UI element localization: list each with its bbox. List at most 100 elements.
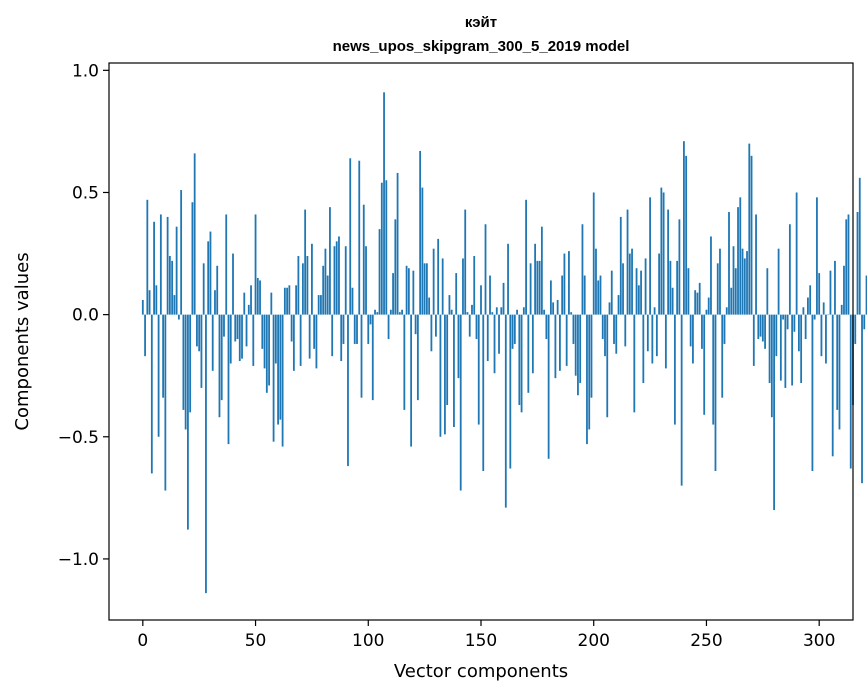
bar-233 [667, 209, 670, 315]
bar-24 [196, 314, 198, 347]
bar-304 [827, 314, 830, 316]
bar-83 [329, 207, 331, 315]
bar-25 [198, 314, 201, 352]
bar-41 [234, 314, 237, 342]
bar-176 [538, 260, 541, 315]
bar-234 [669, 260, 672, 315]
bar-261 [730, 287, 733, 315]
bar-71 [301, 263, 304, 315]
bar-140 [457, 314, 460, 379]
bar-171 [527, 314, 530, 393]
bar-38 [227, 314, 230, 445]
bar-250 [705, 309, 708, 315]
bar-50 [254, 214, 257, 315]
bar-202 [597, 280, 600, 315]
bar-299 [816, 197, 818, 315]
bar-115 [401, 309, 403, 315]
bar-146 [471, 304, 473, 315]
bar-121 [414, 314, 417, 335]
bar-60 [277, 314, 279, 425]
bar-172 [529, 263, 532, 315]
bar-52 [259, 280, 261, 315]
bar-75 [311, 243, 313, 315]
bar-305 [829, 270, 832, 315]
bar-181 [549, 280, 552, 315]
bar-187 [563, 253, 566, 315]
bar-111 [392, 273, 394, 315]
bar-167 [518, 314, 521, 406]
bar-92 [349, 158, 352, 315]
bar-42 [236, 314, 239, 340]
bar-124 [421, 187, 424, 315]
bar-97 [360, 314, 363, 398]
bar-26 [200, 314, 203, 388]
bar-269 [748, 143, 751, 315]
bar-198 [588, 314, 591, 430]
bar-145 [468, 314, 471, 337]
bar-287 [788, 224, 791, 315]
bar-35 [220, 314, 223, 401]
bar-135 [446, 314, 449, 406]
bar-213 [622, 263, 624, 315]
bar-246 [696, 292, 699, 315]
x-axis-ticks: 0 50 100 150 200 250 300 [137, 620, 835, 651]
bar-274 [759, 314, 762, 337]
bar-1 [144, 314, 146, 357]
bar-280 [773, 314, 775, 511]
bar-282 [777, 248, 780, 315]
bar-262 [732, 246, 735, 315]
bar-194 [579, 314, 582, 384]
bar-133 [441, 258, 444, 315]
bar-99 [365, 246, 367, 315]
bar-11 [166, 216, 169, 315]
bar-144 [466, 312, 469, 315]
bar-231 [662, 192, 665, 315]
bar-196 [583, 275, 586, 315]
bar-318 [858, 177, 861, 315]
bar-193 [577, 314, 579, 396]
bar-288 [791, 314, 794, 386]
bar-147 [473, 256, 476, 315]
bar-148 [475, 314, 478, 340]
bar-222 [642, 314, 645, 384]
bar-210 [615, 314, 618, 354]
x-tick-label: 0 [137, 631, 148, 651]
bar-244 [692, 314, 694, 364]
bar-240 [683, 141, 685, 315]
bar-209 [613, 314, 615, 344]
bar-104 [376, 312, 379, 315]
bar-105 [378, 229, 381, 315]
bar-183 [554, 314, 557, 379]
bar-86 [335, 241, 338, 315]
bar-17 [180, 190, 183, 315]
x-tick-label: 50 [245, 631, 267, 651]
chart-title-word: кэйт [465, 14, 497, 31]
bar-291 [797, 314, 800, 352]
chart-title-model: news_upos_skipgram_300_5_2019 model [333, 38, 630, 55]
bar-298 [813, 314, 816, 320]
bar-0 [141, 299, 144, 315]
bar-4 [150, 314, 153, 474]
bar-139 [455, 273, 458, 315]
bar-310 [840, 304, 843, 315]
bar-169 [522, 307, 525, 315]
bar-273 [757, 314, 760, 340]
bar-27 [202, 263, 205, 315]
bar-283 [779, 314, 782, 381]
bar-156 [493, 314, 496, 374]
bar-186 [561, 275, 564, 315]
bar-266 [741, 248, 744, 315]
bar-53 [261, 314, 264, 349]
bar-293 [802, 307, 805, 315]
bar-109 [387, 314, 390, 340]
bar-189 [568, 251, 570, 315]
bar-173 [531, 314, 534, 374]
bar-116 [403, 314, 406, 410]
bar-239 [680, 314, 683, 486]
bar-236 [673, 314, 676, 425]
bar-56 [268, 314, 270, 386]
bar-13 [171, 260, 174, 315]
bar-94 [353, 314, 356, 344]
bar-255 [716, 263, 719, 315]
bar-300 [818, 273, 821, 315]
